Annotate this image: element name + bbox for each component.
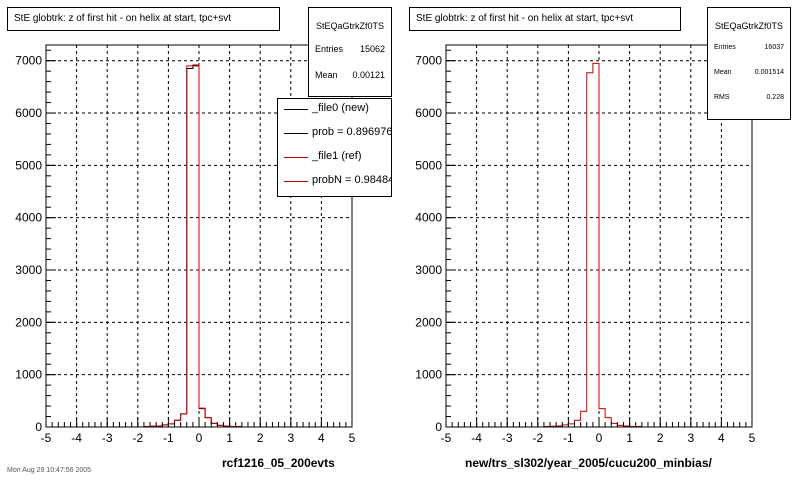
left-ytick-label-2: 2000 xyxy=(15,315,42,329)
left-xtick-label-9: 4 xyxy=(318,431,325,445)
left-xtick-label-8: 3 xyxy=(287,431,294,445)
left-ytick-label-1: 1000 xyxy=(15,368,42,382)
right-ytick-label-5: 5000 xyxy=(415,158,442,172)
left-xtick-label-1: -4 xyxy=(71,431,82,445)
left-stats-entries: Entries 15062 xyxy=(315,44,385,54)
left-xtick-label-7: 2 xyxy=(257,431,264,445)
left-xtick-label-5: 0 xyxy=(196,431,203,445)
right-ytick-label-1: 1000 xyxy=(415,368,442,382)
left-stats-mean: Mean 0.00121 xyxy=(315,70,385,80)
left-title-box: StE globtrk: z of first hit - on helix a… xyxy=(7,7,280,31)
right-footer-label: new/trs_sl302/year_2005/cucu200_minbias/ xyxy=(465,456,712,470)
left-xtick-label-6: 1 xyxy=(226,431,233,445)
left-xtick-label-0: -5 xyxy=(41,431,52,445)
legend-entry-prob: prob = 0.896976 xyxy=(278,125,391,143)
left-stats-name: StEQaGtrkZf0TS xyxy=(315,21,384,31)
right-xtick-label-1: -4 xyxy=(471,431,482,445)
legend-line-ref xyxy=(284,157,308,158)
legend-line-new xyxy=(284,109,308,110)
right-xtick-label-6: 1 xyxy=(626,431,633,445)
legend-entry-probn: probN = 0.984848 xyxy=(278,173,391,191)
left-xtick-label-2: -3 xyxy=(102,431,113,445)
right-stats-mean: Mean 0.001514 xyxy=(714,69,784,76)
legend-entry-new: _file0 (new) xyxy=(278,101,391,119)
left-ytick-label-7: 7000 xyxy=(15,54,42,68)
right-stats-box: StEQaGtrkZf0TS Entries 16037 Mean 0.0015… xyxy=(707,7,791,120)
right-chart-title: StE globtrk: z of first hit - on helix a… xyxy=(416,13,634,24)
right-xtick-label-7: 2 xyxy=(657,431,664,445)
right-ytick-label-6: 6000 xyxy=(415,106,442,120)
left-ytick-label-4: 4000 xyxy=(15,211,42,225)
right-xtick-label-9: 4 xyxy=(718,431,725,445)
right-ytick-label-0: 0 xyxy=(435,420,442,434)
left-ytick-label-0: 0 xyxy=(35,420,42,434)
right-ytick-label-3: 3000 xyxy=(415,263,442,277)
left-xtick-label-4: -1 xyxy=(163,431,174,445)
right-xtick-label-2: -3 xyxy=(502,431,513,445)
right-ytick-label-7: 7000 xyxy=(415,54,442,68)
right-xtick-label-10: 5 xyxy=(749,431,756,445)
right-xtick-label-0: -5 xyxy=(441,431,452,445)
left-chart-title: StE globtrk: z of first hit - on helix a… xyxy=(14,13,232,24)
right-ytick-label-4: 4000 xyxy=(415,211,442,225)
right-title-box: StE globtrk: z of first hit - on helix a… xyxy=(409,7,681,31)
left-ytick-label-3: 3000 xyxy=(15,263,42,277)
right-stats-rms: RMS 0.228 xyxy=(714,94,784,101)
legend-line-probn xyxy=(284,181,308,182)
right-stats-entries: Entries 16037 xyxy=(714,44,784,51)
left-legend: _file0 (new) prob = 0.896976 _file1 (ref… xyxy=(277,98,392,197)
timestamp-footnote: Mon Aug 29 10:47:56 2005 xyxy=(7,467,92,474)
left-footer-label: rcf1216_05_200evts xyxy=(222,456,335,470)
left-ytick-label-6: 6000 xyxy=(15,106,42,120)
legend-entry-ref: _file1 (ref) xyxy=(278,149,391,167)
left-ytick-label-5: 5000 xyxy=(15,158,42,172)
right-xtick-label-8: 3 xyxy=(687,431,694,445)
legend-line-prob xyxy=(284,133,308,134)
left-xtick-label-10: 5 xyxy=(349,431,356,445)
right-ytick-label-2: 2000 xyxy=(415,315,442,329)
right-stats-name: StEQaGtrkZf0TS xyxy=(714,21,783,31)
left-xtick-label-3: -2 xyxy=(132,431,143,445)
right-xtick-label-3: -2 xyxy=(532,431,543,445)
right-xtick-label-5: 0 xyxy=(596,431,603,445)
right-xtick-label-4: -1 xyxy=(563,431,574,445)
left-stats-box: StEQaGtrkZf0TS Entries 15062 Mean 0.0012… xyxy=(308,7,392,97)
